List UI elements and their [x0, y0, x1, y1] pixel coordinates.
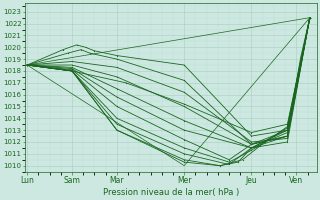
X-axis label: Pression niveau de la mer( hPa ): Pression niveau de la mer( hPa ) [103, 188, 239, 197]
